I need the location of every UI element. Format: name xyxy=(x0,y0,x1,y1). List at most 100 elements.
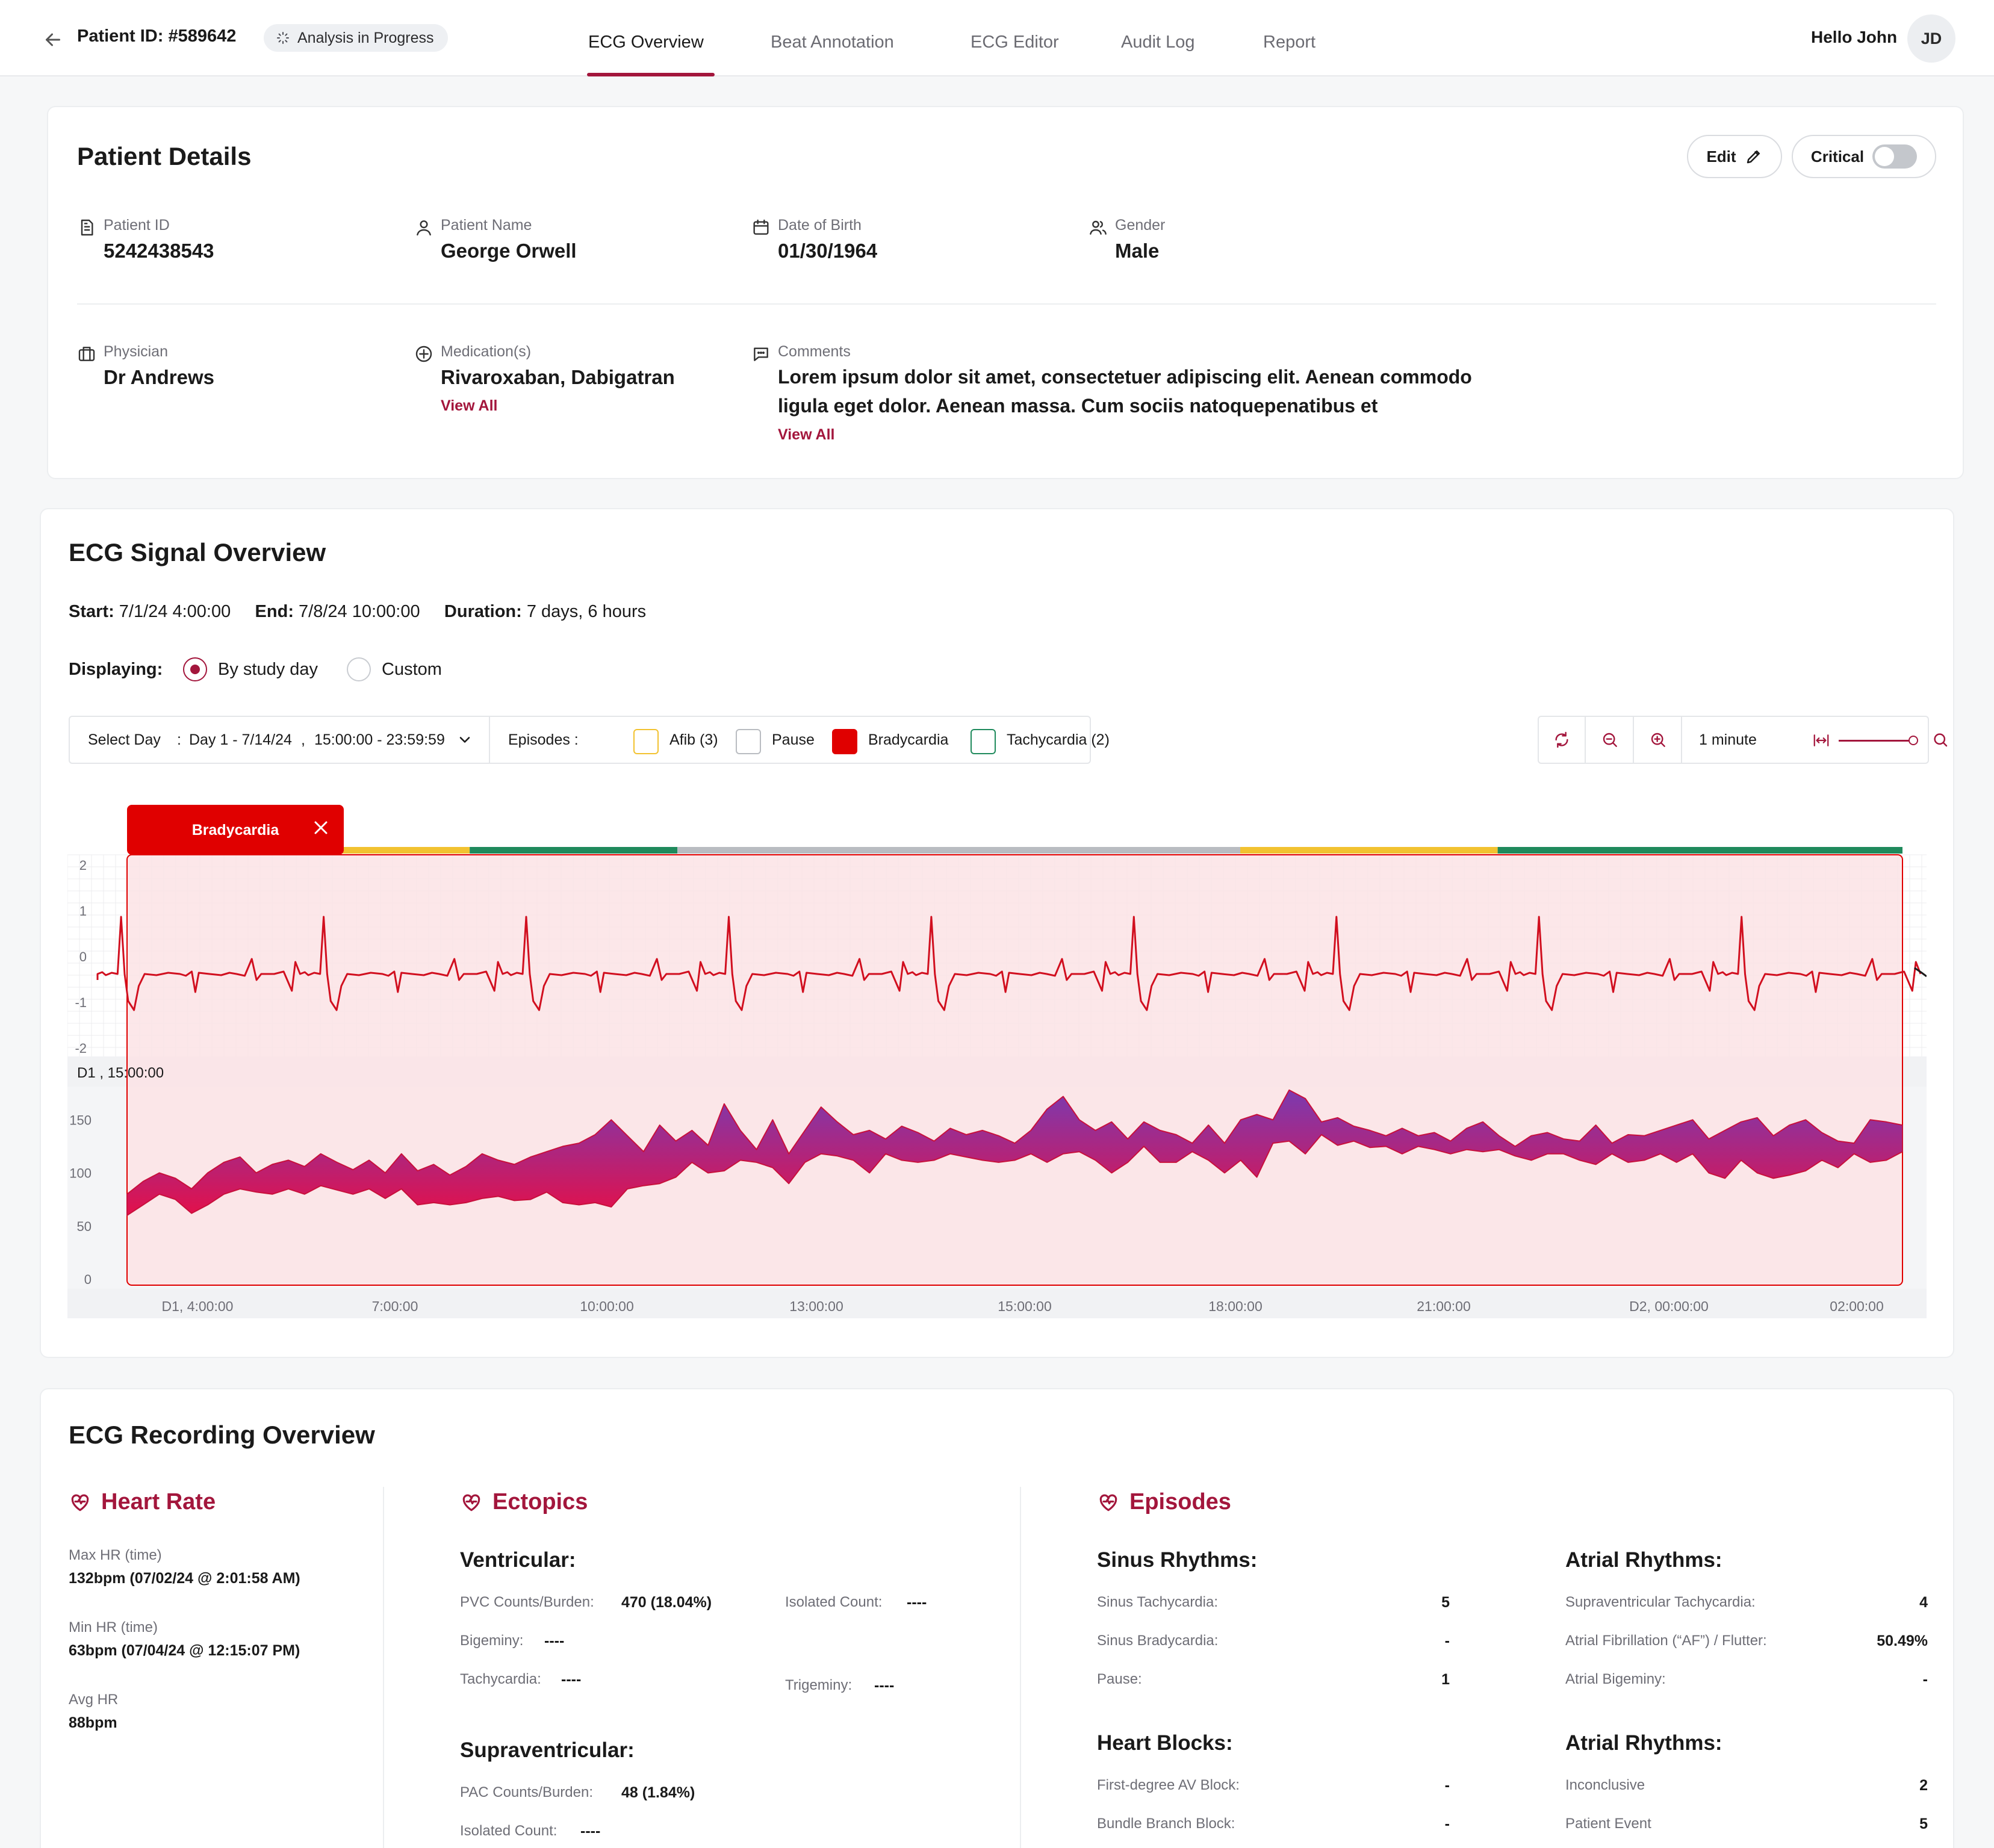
pac-label: PAC Counts/Burden: xyxy=(460,1784,594,1800)
atrial-bigeminy-value: - xyxy=(1922,1671,1928,1688)
inconclusive-label: Inconclusive xyxy=(1565,1777,1645,1793)
x-tick-label: 7:00:00 xyxy=(372,1298,418,1314)
zoom-slider-handle[interactable] xyxy=(1909,736,1918,745)
ecg-chart[interactable]: Bradycardia 2 1 0 -1 -2 D1 , 15:00:00 150 100 50 0… xyxy=(67,804,1927,1321)
physician-field: Physician Dr Andrews xyxy=(77,343,378,391)
by-study-day-label[interactable]: By study day xyxy=(218,660,318,679)
bradycardia-swatch[interactable] xyxy=(832,729,857,754)
calendar-icon xyxy=(753,219,769,235)
close-icon[interactable] xyxy=(314,821,328,834)
duration-value: 7 days, 6 hours xyxy=(526,602,647,621)
sinus-tachycardia-label: Sinus Tachycardia: xyxy=(1097,1594,1218,1610)
greeting: Hello John xyxy=(1811,28,1898,46)
document-icon xyxy=(81,219,93,236)
medications-value: Rivaroxaban, Dabigatran xyxy=(441,366,675,388)
comments-view-all-link[interactable]: View All xyxy=(778,426,835,443)
edit-button-label: Edit xyxy=(1706,147,1736,166)
min-hr-value: 63bpm (07/04/24 @ 12:15:07 PM) xyxy=(69,1642,300,1659)
episode-toolbar: Select Day : Day 1 - 7/14/24 , 15:00:00 … xyxy=(69,716,1110,764)
start-label: Start: xyxy=(69,602,114,621)
pause-swatch[interactable] xyxy=(736,729,761,754)
episode-bar-segment xyxy=(1240,847,1498,854)
afib-label[interactable]: Afib (3) xyxy=(669,731,718,748)
chevron-down-icon[interactable] xyxy=(456,731,473,748)
zoom-in-icon[interactable] xyxy=(1648,730,1668,749)
strip-end-chevron-icon xyxy=(1914,967,1927,978)
x-tick-label: 13:00:00 xyxy=(789,1298,843,1314)
status-badge: Analysis in Progress xyxy=(264,24,449,52)
search-icon[interactable] xyxy=(1931,731,1949,749)
comment-icon xyxy=(754,347,768,361)
af-flutter-label: Atrial Fibrillation (“AF”) / Flutter: xyxy=(1565,1633,1767,1649)
details-divider xyxy=(77,303,1936,305)
edit-button[interactable]: Edit xyxy=(1687,135,1782,178)
avg-hr-label: Avg HR xyxy=(69,1691,119,1708)
tachycardia-label[interactable]: Tachycardia (2) xyxy=(1007,731,1110,748)
medications-view-all-link[interactable]: View All xyxy=(441,397,498,414)
comments-line-2: ligula eget dolor. Aenean massa. Cum soc… xyxy=(778,395,1378,417)
medications-label: Medication(s) xyxy=(441,343,532,360)
patient-details-card: Patient Details Edit Critical Patient ID… xyxy=(47,106,1964,479)
episode-bar-segment xyxy=(677,847,1241,854)
custom-label[interactable]: Custom xyxy=(382,660,442,679)
start-value: 7/1/24 4:00:00 xyxy=(119,602,231,621)
afib-swatch[interactable] xyxy=(633,729,659,754)
time-range-select[interactable]: 15:00:00 - 23:59:59 xyxy=(314,731,445,748)
select-day-label: Select Day xyxy=(88,731,161,748)
gender-field: Gender Male xyxy=(1089,217,1329,265)
radio-custom[interactable] xyxy=(347,657,371,681)
max-hr-label: Max HR (time) xyxy=(69,1547,162,1563)
atrial-rhythms-title: Atrial Rhythms: xyxy=(1565,1548,1722,1572)
tab-audit-log[interactable]: Audit Log xyxy=(1121,33,1195,52)
select-day-colon: : xyxy=(177,731,181,748)
trigeminy-label: Trigeminy: xyxy=(785,1677,853,1693)
tab-ecg-editor[interactable]: ECG Editor xyxy=(971,33,1059,52)
comments-label: Comments xyxy=(778,343,851,360)
first-degree-av-value: - xyxy=(1444,1777,1450,1794)
trigeminy-value: ---- xyxy=(874,1677,895,1694)
heart-pulse-icon xyxy=(71,1494,89,1511)
medications-field: Medication(s) Rivaroxaban, Dabigatran Vi… xyxy=(414,343,727,421)
displaying-label: Displaying: xyxy=(69,660,163,679)
heart-pulse-icon xyxy=(462,1494,480,1511)
patient-id-label: Patient ID xyxy=(104,217,170,234)
arrow-left-icon[interactable] xyxy=(42,29,64,51)
pencil-icon xyxy=(1747,150,1760,164)
isolated-label: Isolated Count: xyxy=(785,1594,883,1610)
x-axis-band xyxy=(67,1289,1927,1318)
patient-id-title: Patient ID: #589642 xyxy=(77,26,237,46)
ectopics-heading: Ectopics xyxy=(460,1489,588,1515)
heart-blocks-title: Heart Blocks: xyxy=(1097,1731,1233,1755)
radio-by-study-day[interactable] xyxy=(183,657,207,681)
recording-overview-title: ECG Recording Overview xyxy=(69,1421,375,1449)
active-tab-indicator xyxy=(587,73,715,76)
avatar[interactable]: JD xyxy=(1907,14,1955,63)
dob-field: Date of Birth 01/30/1964 xyxy=(751,217,1052,265)
tachycardia-swatch[interactable] xyxy=(971,729,996,754)
patient-details-title: Patient Details xyxy=(77,142,252,170)
tab-ecg-overview[interactable]: ECG Overview xyxy=(588,33,704,52)
pause-label[interactable]: Pause xyxy=(772,731,815,748)
bundle-branch-value: - xyxy=(1444,1815,1450,1832)
refresh-icon[interactable] xyxy=(1552,730,1571,749)
ecg-y-tick: -1 xyxy=(75,995,87,1010)
bundle-branch-label: Bundle Branch Block: xyxy=(1097,1815,1235,1832)
tab-beat-annotation[interactable]: Beat Annotation xyxy=(771,33,894,52)
x-tick-label: D2, 00:00:00 xyxy=(1629,1298,1709,1314)
fit-width-icon[interactable] xyxy=(1812,731,1830,749)
bradycardia-label[interactable]: Bradycardia xyxy=(868,731,949,748)
episodes-title: Episodes xyxy=(1129,1489,1231,1515)
pvc-label: PVC Counts/Burden: xyxy=(460,1594,594,1610)
hr-y-tick: 0 xyxy=(84,1272,92,1287)
patient-name-label: Patient Name xyxy=(441,217,532,234)
critical-toggle[interactable] xyxy=(1872,144,1918,169)
zoom-out-icon[interactable] xyxy=(1600,730,1620,749)
isolated-value: ---- xyxy=(907,1594,927,1611)
user-icon xyxy=(417,220,431,236)
zoom-slider-track[interactable] xyxy=(1839,740,1915,742)
critical-toggle-button[interactable]: Critical xyxy=(1792,135,1936,178)
supraventricular-title: Supraventricular: xyxy=(460,1738,635,1762)
tab-report[interactable]: Report xyxy=(1263,33,1316,52)
day-select[interactable]: Day 1 - 7/14/24 xyxy=(189,731,292,748)
